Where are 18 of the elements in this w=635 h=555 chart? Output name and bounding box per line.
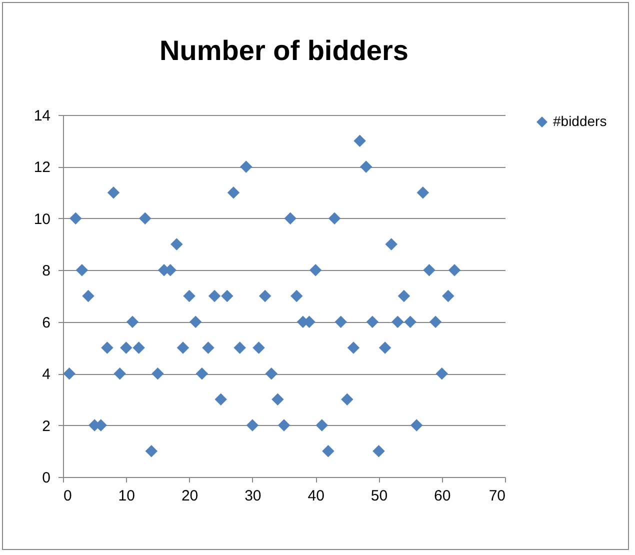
y-tick-label: 14 bbox=[34, 108, 50, 124]
legend-label: #bidders bbox=[553, 113, 607, 129]
x-tick-label: 50 bbox=[370, 488, 388, 504]
y-tick-label: 2 bbox=[42, 418, 50, 435]
y-tick-label: 0 bbox=[42, 470, 50, 486]
x-tick-label: 70 bbox=[488, 488, 506, 504]
x-tick-label: 30 bbox=[244, 488, 262, 504]
y-tick-label: 12 bbox=[34, 159, 50, 176]
y-tick-label: 6 bbox=[42, 314, 50, 332]
chart-title: Number of bidders bbox=[160, 35, 408, 66]
x-tick-label: 60 bbox=[434, 488, 451, 504]
x-tick-label: 40 bbox=[308, 488, 324, 504]
y-tick-label: 8 bbox=[42, 262, 50, 280]
y-tick-label: 4 bbox=[42, 366, 50, 384]
x-tick-label: 20 bbox=[181, 488, 198, 504]
x-tick-label: 10 bbox=[118, 488, 135, 504]
x-tick-label: 0 bbox=[64, 488, 72, 504]
y-tick-label: 10 bbox=[34, 210, 50, 228]
